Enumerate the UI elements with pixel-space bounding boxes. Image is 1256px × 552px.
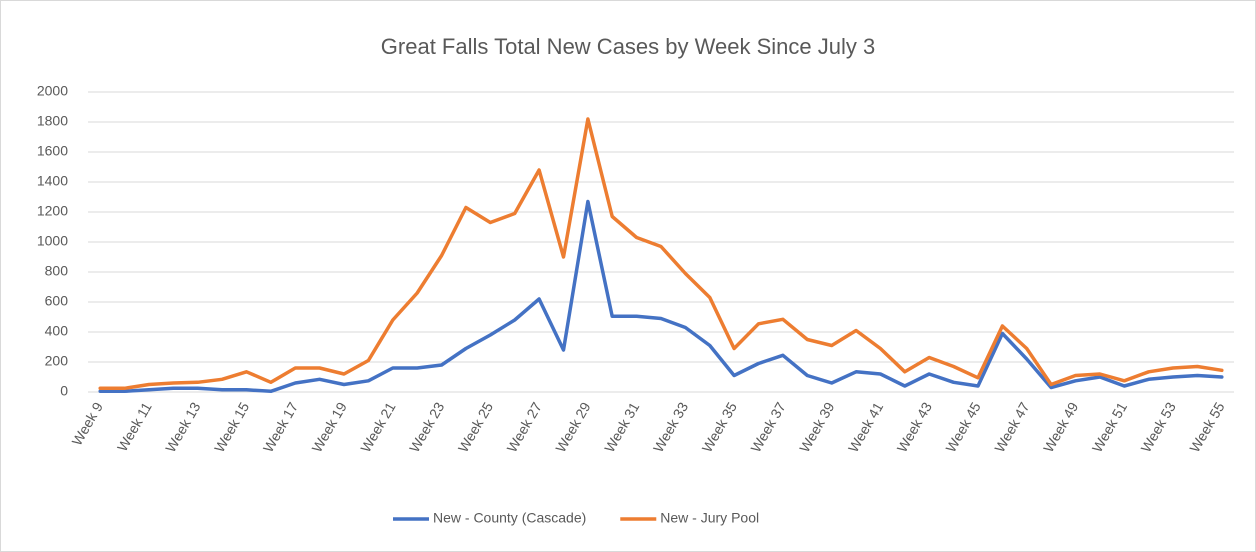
y-tick-label: 1200 xyxy=(37,203,68,219)
y-tick-label: 800 xyxy=(45,263,69,279)
y-tick-label: 400 xyxy=(45,323,69,339)
y-tick-label: 2000 xyxy=(37,83,68,99)
y-tick-label: 1400 xyxy=(37,173,68,189)
series-line xyxy=(98,199,1224,394)
legend-label: New - Jury Pool xyxy=(660,510,759,526)
y-tick-label: 1800 xyxy=(37,113,68,129)
chart-title: Great Falls Total New Cases by Week Sinc… xyxy=(381,34,875,59)
y-tick-label: 1000 xyxy=(37,233,68,249)
y-tick-label: 1600 xyxy=(37,143,68,159)
series-line xyxy=(98,117,1224,391)
legend-label: New - County (Cascade) xyxy=(433,510,586,526)
y-tick-label: 0 xyxy=(60,383,68,399)
y-tick-label: 600 xyxy=(45,293,69,309)
y-tick-label: 200 xyxy=(45,353,69,369)
